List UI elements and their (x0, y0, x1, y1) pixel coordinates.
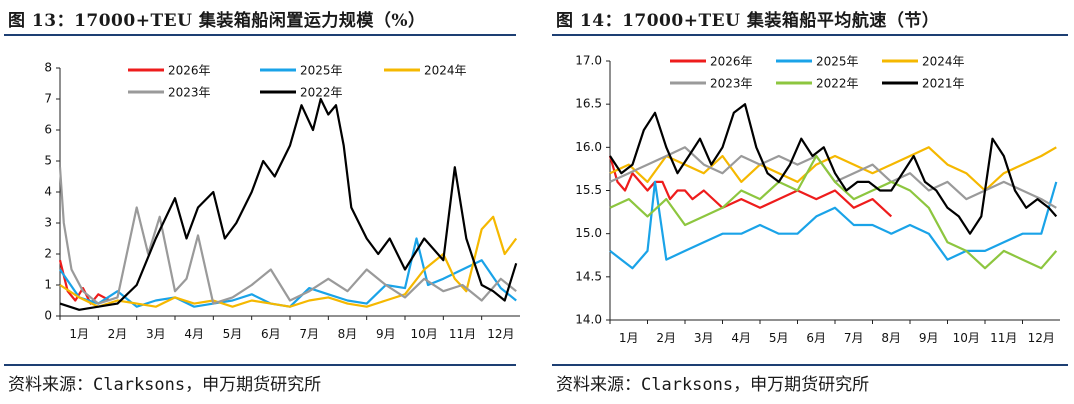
legend-label: 2022年 (300, 86, 343, 100)
x-tick-label: 1月 (69, 327, 89, 341)
x-tick-label: 1月 (619, 331, 639, 345)
series-line-2025年 (609, 180, 1058, 270)
x-tick-label: 12月 (1028, 331, 1055, 345)
y-tick-label: 17.0 (575, 54, 602, 68)
idle-capacity-line-chart: 0 1 2 3 4 5 6 7 8 1月 2月 3月 4月 5月 6月 7月 8月 9月 10月 11月 12月 2026… (44, 61, 520, 341)
average-speed-line-chart: 14.0 14.5 15.0 15.5 16.0 16.5 17.0 1月 2月 3月 4月 5月 6月… (575, 54, 1060, 345)
source-divider (4, 364, 516, 366)
y-tick-label: 4 (44, 185, 52, 199)
y-tick-label: 15.0 (575, 226, 602, 240)
y-tick-label: 6 (44, 123, 52, 137)
x-tick-label: 6月 (806, 331, 826, 345)
x-tick-label: 2月 (656, 331, 676, 345)
x-tick-label: 2月 (108, 327, 128, 341)
y-tick-label: 0 (44, 309, 52, 323)
right-chart-panel: 图 14：17000+TEU 集装箱船平均航速（节） 14.0 14.5 15.0 1… (548, 0, 1074, 404)
chart-title: 图 14：17000+TEU 集装箱船平均航速（节） (556, 11, 940, 31)
series-line-2024年 (59, 215, 518, 308)
x-tick-label: 5月 (769, 331, 789, 345)
x-tick-label: 9月 (919, 331, 939, 345)
x-tick-label: 7月 (299, 327, 319, 341)
legend-label: 2024年 (922, 55, 965, 69)
x-tick-label: 3月 (146, 327, 166, 341)
source-note: 资料来源：Clarksons，申万期货研究所 (556, 375, 870, 395)
x-tick-label: 3月 (694, 331, 714, 345)
y-tick-label: 14.5 (575, 269, 602, 283)
legend-label: 2023年 (710, 77, 753, 91)
y-tick-label: 8 (44, 61, 52, 75)
y-tick-label: 5 (44, 154, 52, 168)
x-tick-label: 10月 (953, 331, 980, 345)
series-line-2022年 (59, 97, 518, 311)
source-divider (552, 364, 1068, 366)
legend-label: 2025年 (816, 55, 859, 69)
y-tick-label: 7 (44, 92, 52, 106)
x-tick-label: 4月 (184, 327, 204, 341)
y-tick-label: 16.0 (575, 140, 602, 154)
y-tick-label: 1 (44, 278, 52, 292)
x-tick-label: 11月 (990, 331, 1017, 345)
y-tick-label: 3 (44, 216, 52, 230)
title-divider (552, 34, 1068, 36)
chart-title: 图 13：17000+TEU 集装箱船闲置运力规模（%） (8, 11, 426, 31)
x-tick-label: 6月 (261, 327, 281, 341)
series-line-2023年 (58, 167, 517, 305)
left-chart-panel: 图 13：17000+TEU 集装箱船闲置运力规模（%） 0 1 2 3 4 5 6 7 8 1月… (0, 0, 522, 404)
legend-label: 2026年 (168, 64, 211, 78)
x-tick-label: 10月 (411, 327, 438, 341)
y-tick-label: 2 (44, 247, 52, 261)
series-line-2026年 (608, 155, 893, 218)
x-tick-label: 8月 (338, 327, 358, 341)
x-tick-label: 7月 (844, 331, 864, 345)
x-tick-label: 11月 (449, 327, 476, 341)
x-tick-label: 4月 (731, 331, 751, 345)
x-tick-label: 9月 (376, 327, 396, 341)
source-note: 资料来源：Clarksons，申万期货研究所 (8, 375, 322, 395)
x-tick-label: 5月 (223, 327, 243, 341)
x-tick-label: 12月 (487, 327, 514, 341)
legend-label: 2023年 (168, 86, 211, 100)
series-line-2022年 (609, 154, 1058, 270)
legend-label: 2024年 (424, 64, 467, 78)
legend-label: 2021年 (922, 77, 965, 91)
x-tick-label: 8月 (881, 331, 901, 345)
series-line-2021年 (609, 103, 1058, 235)
legend-label: 2025年 (300, 64, 343, 78)
y-tick-label: 16.5 (575, 97, 602, 111)
legend-label: 2026年 (710, 55, 753, 69)
series-line-2025年 (59, 237, 517, 308)
y-tick-label: 14.0 (575, 313, 602, 327)
title-divider (4, 34, 516, 36)
y-tick-label: 15.5 (575, 183, 602, 197)
legend-label: 2022年 (816, 77, 859, 91)
